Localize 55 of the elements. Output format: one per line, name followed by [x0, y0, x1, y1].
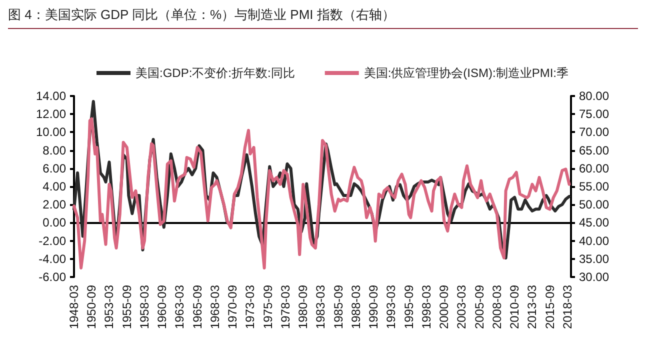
x-tick-label: 1948-03 [67, 284, 81, 330]
y2-tick-label: 30.00 [579, 270, 610, 284]
y2-tick-label: 55.00 [579, 180, 610, 194]
y-tick-label: 6.00 [42, 161, 66, 176]
x-tick-label: 1950-09 [84, 284, 99, 330]
x-tick-label: 1960-09 [155, 284, 170, 330]
y2-tick-label: 70.00 [579, 125, 610, 140]
x-tick-label: 2018-03 [560, 284, 574, 330]
x-tick-label: 1988-03 [348, 284, 363, 330]
y2-tick-label: 60.00 [579, 161, 610, 176]
legend-label: 美国:供应管理协会(ISM):制造业PMI:季 [364, 66, 569, 80]
line-series [72, 117, 571, 270]
x-tick-label: 2005-09 [472, 284, 486, 330]
x-tick-label: 2008-03 [490, 284, 504, 330]
x-tick-label: 2013-03 [525, 284, 540, 330]
chart-title: 图 4：美国实际 GDP 同比（单位：%）与制造业 PMI 指数（右轴） [8, 6, 638, 29]
y-tick-label: 8.00 [42, 143, 66, 158]
y-tick-label: -4.00 [38, 252, 66, 266]
y-tick-label: 4.00 [42, 180, 66, 194]
y2-tick-label: 50.00 [579, 198, 610, 212]
x-tick-label: 1998-03 [419, 284, 434, 330]
x-tick-label: 1978-03 [278, 284, 292, 330]
y-tick-label: 12.00 [36, 107, 66, 122]
y2-tick-label: 65.00 [579, 143, 610, 158]
x-tick-label: 1958-03 [137, 284, 152, 330]
x-tick-label: 2000-09 [437, 284, 452, 330]
y2-tick-label: 80.00 [579, 89, 610, 103]
x-tick-label: 1955-09 [120, 284, 134, 330]
x-tick-label: 1983-03 [314, 284, 328, 330]
x-tick-label: 1953-03 [102, 284, 116, 330]
x-tick-label: 1980-09 [296, 284, 310, 330]
x-tick-label: 2015-09 [542, 284, 557, 330]
x-tick-label: 2010-09 [508, 284, 522, 330]
y2-tick-label: 40.00 [579, 234, 610, 248]
legend-label: 美国:GDP:不变价:折年数:同比 [136, 66, 295, 80]
x-tick-label: 1963-03 [172, 284, 187, 330]
x-tick-label: 1965-09 [190, 284, 204, 330]
x-tick-label: 1995-09 [402, 284, 416, 330]
y-tick-label: 10.00 [36, 125, 66, 140]
x-tick-label: 1970-09 [226, 284, 240, 330]
x-tick-label: 2003-03 [454, 284, 469, 330]
y2-tick-label: 45.00 [579, 216, 610, 230]
y-tick-label: -6.00 [38, 270, 66, 284]
y2-tick-label: 35.00 [579, 252, 610, 266]
y2-tick-label: 75.00 [579, 107, 610, 122]
x-tick-label: 1993-03 [384, 284, 398, 330]
y-tick-label: 0.00 [42, 216, 66, 230]
x-tick-label: 1990-09 [366, 284, 381, 330]
y-tick-label: -2.00 [38, 234, 66, 248]
x-tick-label: 1975-09 [260, 284, 275, 330]
x-tick-label: 1973-03 [243, 284, 258, 330]
x-tick-label: 1985-09 [331, 284, 346, 330]
y-tick-label: 2.00 [42, 198, 66, 212]
x-tick-label: 1968-03 [208, 284, 222, 330]
y-tick-label: 14.00 [36, 89, 66, 103]
